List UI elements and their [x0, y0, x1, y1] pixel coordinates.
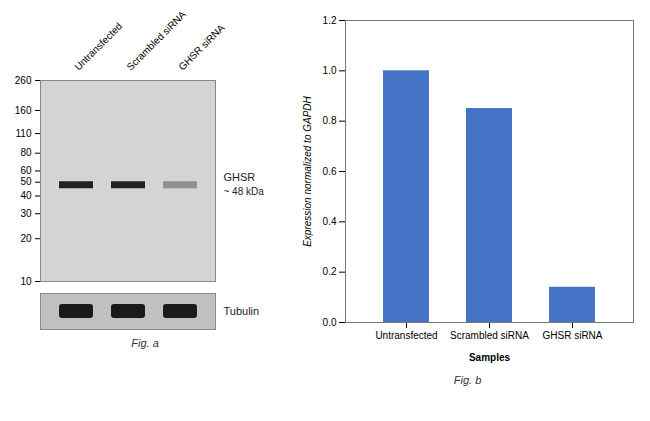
svg-text:GHSR: GHSR [224, 171, 256, 183]
svg-text:1.0: 1.0 [323, 65, 337, 76]
svg-text:Tubulin: Tubulin [224, 305, 260, 317]
svg-text:GHSR siRNA: GHSR siRNA [542, 330, 602, 341]
svg-text:Scrambled siRNA: Scrambled siRNA [450, 330, 529, 341]
svg-text:Untransfected: Untransfected [375, 330, 437, 341]
svg-text:0.2: 0.2 [323, 266, 337, 277]
svg-text:~ 48 kDa: ~ 48 kDa [224, 186, 265, 197]
svg-text:Scrambled siRNA: Scrambled siRNA [124, 8, 188, 73]
svg-text:0.8: 0.8 [323, 115, 337, 126]
svg-text:160: 160 [15, 105, 32, 116]
svg-text:20: 20 [20, 233, 32, 244]
svg-text:260: 260 [15, 75, 32, 86]
svg-text:40: 40 [20, 190, 32, 201]
svg-text:Expression normalized to GAPDH: Expression normalized to GAPDH [302, 95, 313, 246]
svg-text:0.6: 0.6 [323, 166, 337, 177]
svg-text:Samples: Samples [469, 352, 511, 363]
svg-text:30: 30 [20, 208, 32, 219]
svg-text:110: 110 [16, 128, 32, 139]
svg-text:0.0: 0.0 [323, 317, 337, 328]
html-text:Fig. b: Fig. b [453, 374, 482, 386]
svg-text:50: 50 [20, 176, 32, 187]
svg-text:10: 10 [20, 276, 32, 285]
html-text:Fig. a: Fig. a [131, 337, 159, 349]
svg-text:80: 80 [20, 147, 32, 158]
svg-text:GHSR siRNA: GHSR siRNA [176, 22, 226, 72]
svg-text:0.4: 0.4 [323, 216, 337, 227]
svg-text:Untransfected: Untransfected [72, 21, 124, 73]
svg-text:60: 60 [20, 165, 32, 176]
svg-text:1.2: 1.2 [323, 15, 337, 26]
